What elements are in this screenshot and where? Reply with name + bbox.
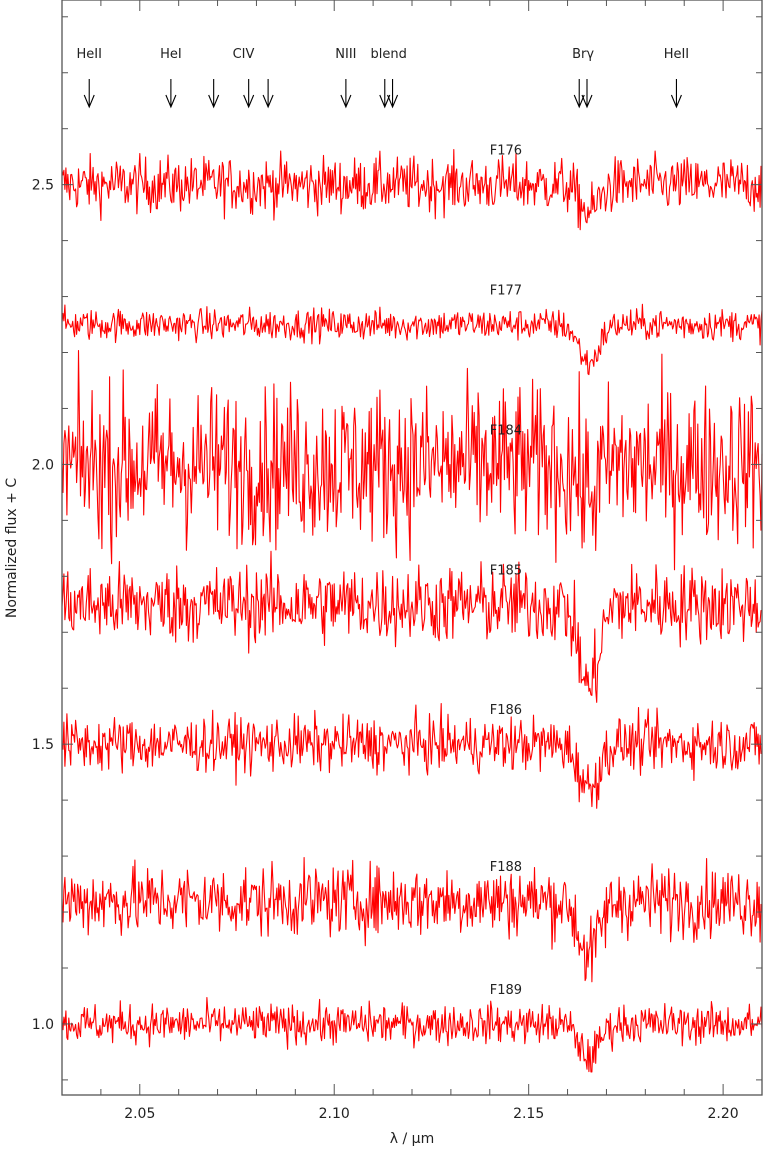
arrow-down-icon — [670, 79, 682, 109]
arrow-down-icon — [573, 79, 585, 109]
annotation-label: HeII — [664, 47, 689, 62]
series-line-f189 — [61, 996, 763, 1073]
series-label: F189 — [490, 983, 522, 998]
x-tick-label: 2.20 — [708, 1106, 739, 1122]
line-annotations: HeII HeI CIV NIII blend Brγ HeII — [76, 47, 689, 109]
series-label: F177 — [490, 284, 522, 299]
annotation-label: HeII — [76, 47, 101, 62]
y-tick-label: 1.0 — [32, 1017, 54, 1033]
arrow-down-icon — [379, 79, 391, 109]
arrow-down-icon — [243, 79, 255, 109]
arrow-down-icon — [581, 79, 593, 109]
series-label: F188 — [490, 860, 522, 875]
x-tick-label: 2.05 — [124, 1106, 155, 1122]
series-line-f185 — [61, 550, 763, 703]
series-label: F186 — [490, 703, 522, 718]
x-tick-label: 2.10 — [319, 1106, 350, 1122]
y-axis-label: Normalized flux + C — [4, 478, 20, 618]
series-line-f186 — [61, 703, 763, 809]
arrow-down-icon — [340, 79, 352, 109]
series-line-f176 — [61, 149, 763, 231]
series-layer: F176 F177 F184 F185 F186 F188 F189 — [61, 144, 763, 1073]
annotation-label: Brγ — [572, 47, 594, 62]
y-tick-label: 1.5 — [32, 737, 54, 753]
plot-frame — [61, 0, 763, 1096]
arrow-down-icon — [262, 79, 274, 109]
annotation-label: NIII — [335, 47, 356, 62]
arrow-down-icon — [208, 79, 220, 109]
x-axis-label: λ / μm — [390, 1131, 434, 1147]
series-line-f177 — [61, 303, 763, 376]
arrow-down-icon — [165, 79, 177, 109]
annotation-label: CIV — [233, 47, 255, 62]
arrow-down-icon — [83, 79, 95, 109]
series-label: F185 — [490, 563, 522, 578]
annotation-label: HeI — [160, 47, 182, 62]
y-tick-label: 2.5 — [32, 178, 54, 194]
axes: 2.05 2.10 2.15 2.20 1.0 1.5 2.0 2.5 — [32, 0, 763, 1122]
annotation-label: blend — [370, 47, 406, 62]
series-label: F176 — [490, 144, 522, 159]
arrow-down-icon — [387, 79, 399, 109]
series-label: F184 — [490, 423, 522, 438]
series-line-f184 — [61, 350, 763, 571]
series-line-f188 — [61, 857, 763, 983]
x-tick-label: 2.15 — [513, 1106, 544, 1122]
y-tick-label: 2.0 — [32, 457, 54, 473]
